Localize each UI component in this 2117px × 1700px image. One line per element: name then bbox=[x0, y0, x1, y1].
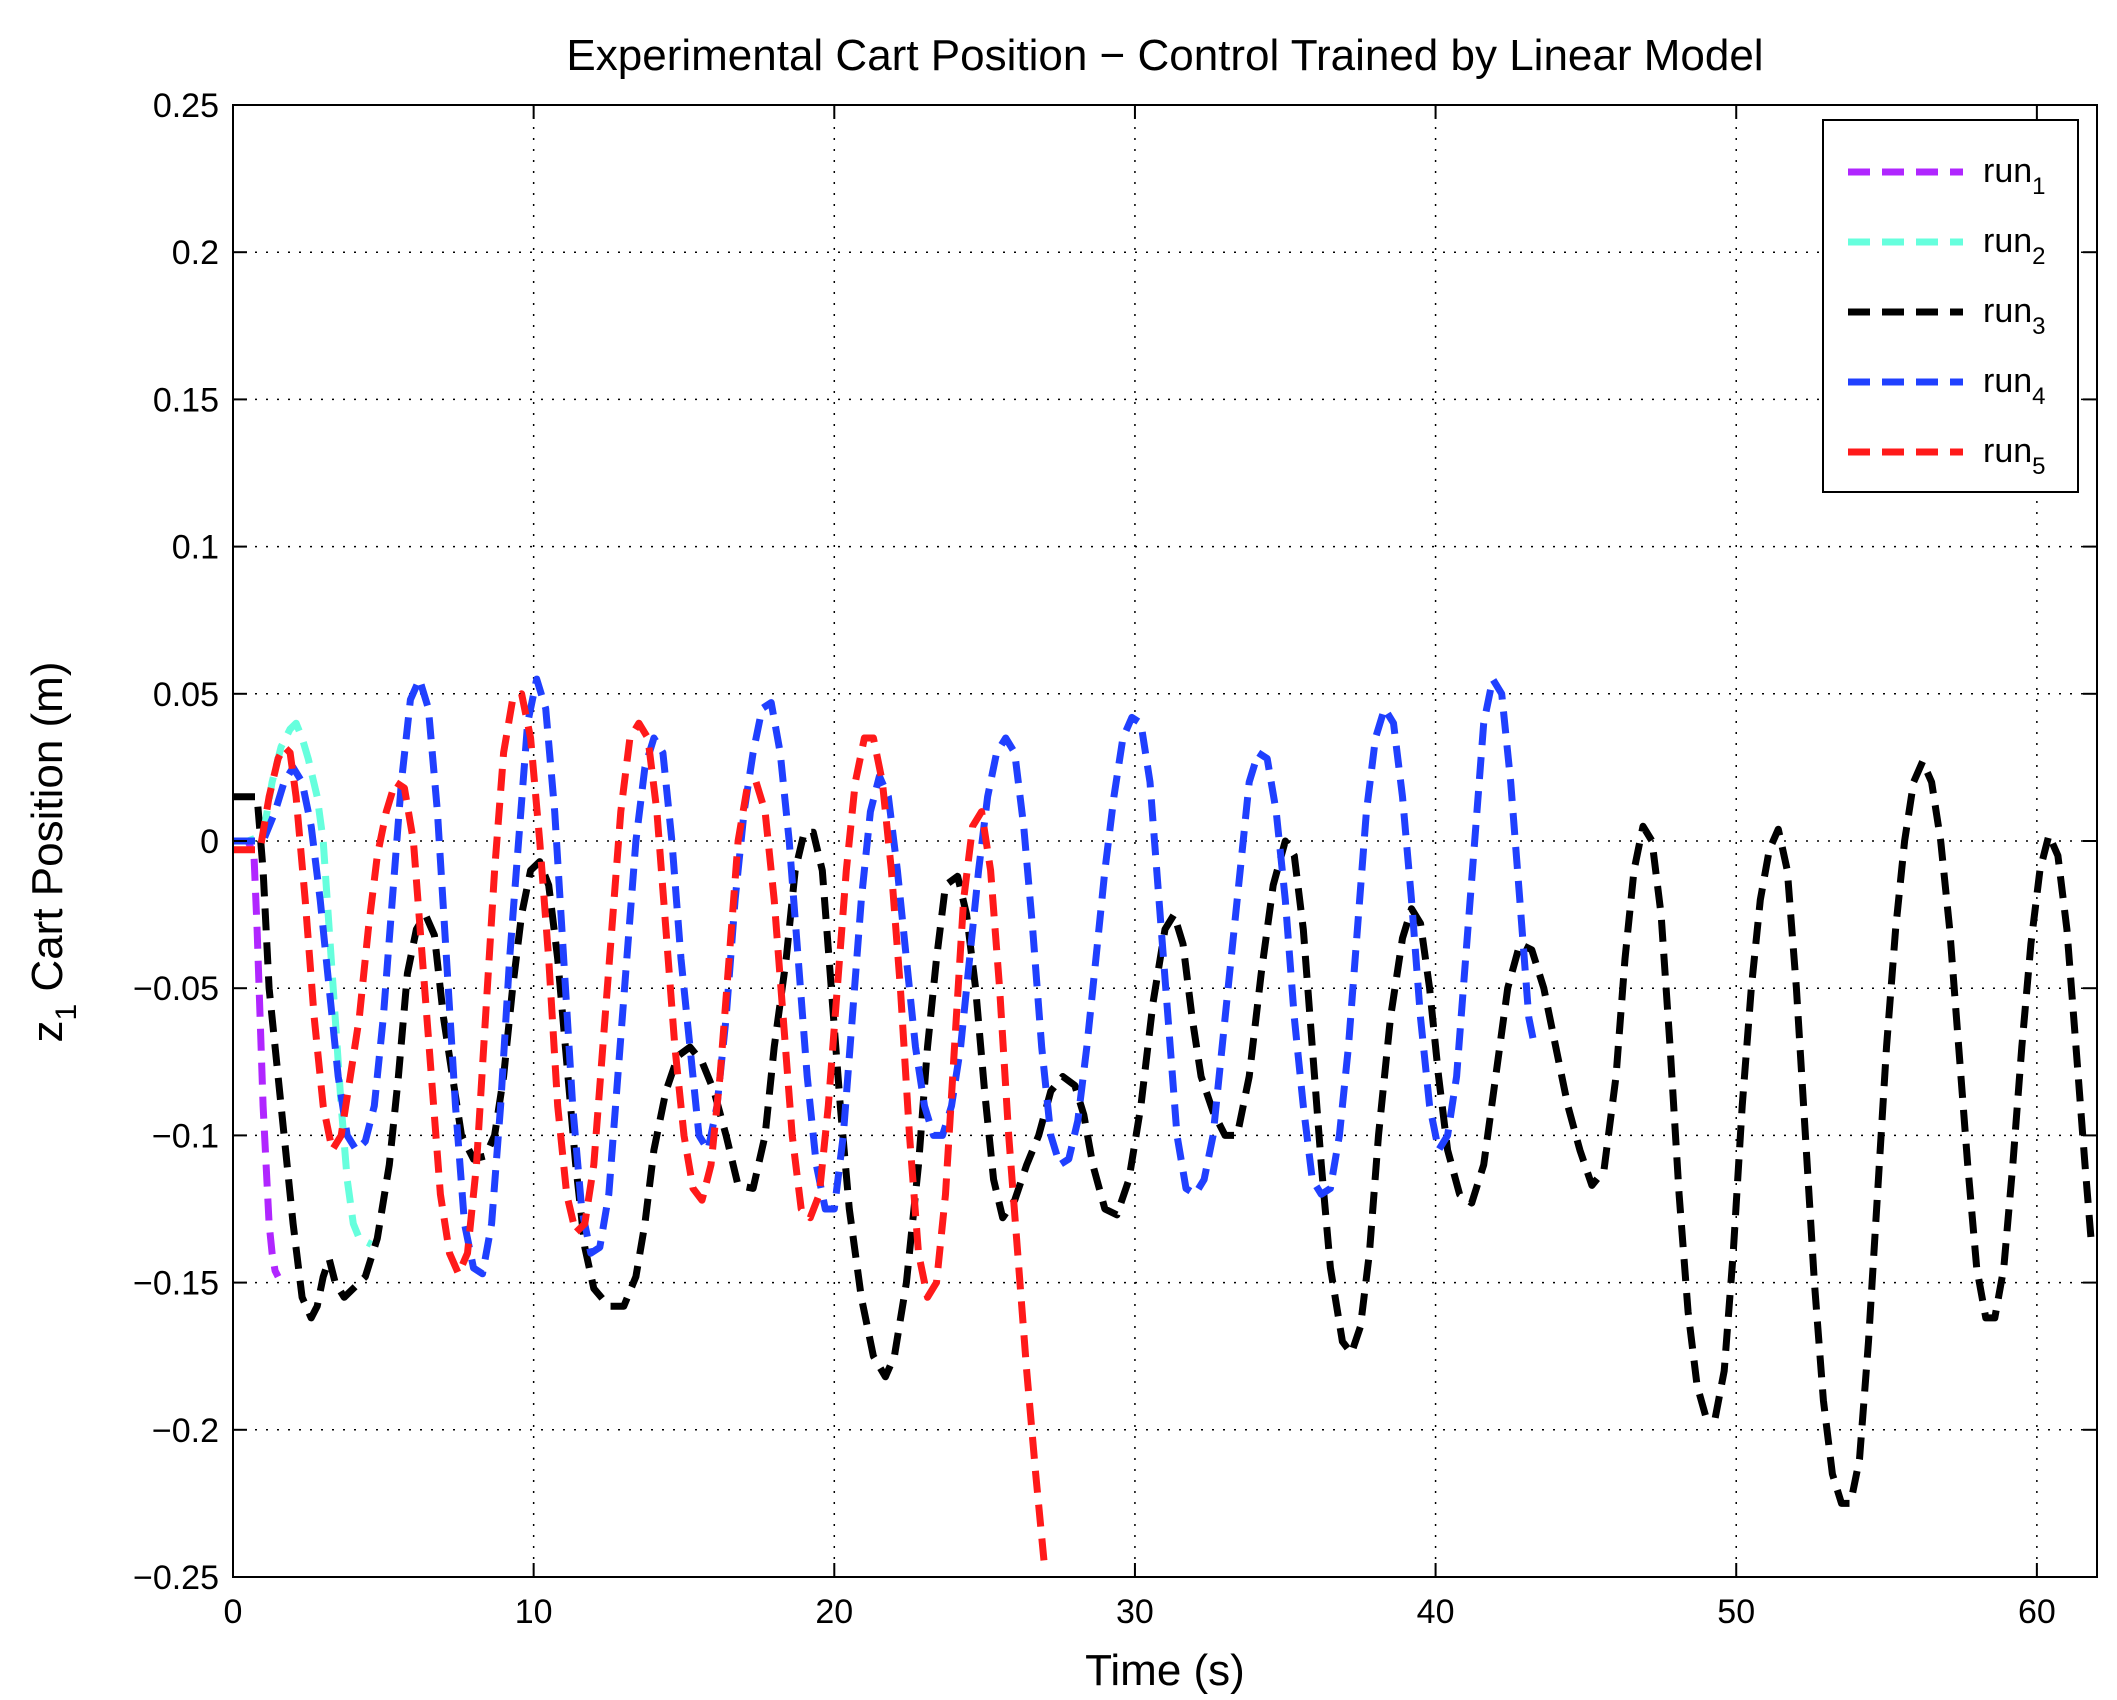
legend-item-run1: run1 bbox=[1848, 152, 2046, 200]
legend-label-sub: 3 bbox=[2032, 313, 2045, 340]
legend-label-name: run bbox=[1983, 362, 2032, 400]
x-tick-label: 60 bbox=[2018, 1593, 2056, 1631]
y-tick-label: 0.25 bbox=[153, 87, 219, 125]
legend-label-name: run bbox=[1983, 292, 2032, 330]
legend-label-sub: 1 bbox=[2032, 173, 2045, 200]
y-tick-label: 0.1 bbox=[172, 529, 219, 567]
legend-label: run4 bbox=[1983, 362, 2046, 410]
y-tick-label: −0.15 bbox=[133, 1265, 219, 1303]
legend-label: run2 bbox=[1983, 222, 2046, 270]
x-tick-label: 40 bbox=[1417, 1593, 1455, 1631]
y-axis-label: z1 Cart Position (m) bbox=[23, 662, 83, 1043]
legend-label-sub: 5 bbox=[2032, 453, 2045, 480]
y-axis-label-rest: Cart Position (m) bbox=[23, 662, 72, 1004]
y-tick-label: 0 bbox=[200, 823, 219, 861]
series-lines bbox=[233, 675, 2095, 1569]
series-line-run4 bbox=[233, 675, 1539, 1278]
x-tick-label: 0 bbox=[224, 1593, 243, 1631]
axis-ticks: 0 10 20 30 40 50 60 −0.25 −0.2 −0.15 −0.1 −0.05 0 0.0… bbox=[133, 87, 2097, 1631]
y-tick-label: 0.05 bbox=[153, 676, 219, 714]
y-tick-label: −0.2 bbox=[152, 1412, 219, 1450]
legend-label-sub: 4 bbox=[2032, 383, 2045, 410]
y-tick-label: −0.1 bbox=[152, 1117, 219, 1155]
y-tick-label: −0.25 bbox=[133, 1559, 219, 1597]
series-line-run1 bbox=[233, 837, 282, 1279]
x-tick-label: 10 bbox=[515, 1593, 553, 1631]
legend-item-run2: run2 bbox=[1848, 222, 2046, 270]
legend-box bbox=[1822, 119, 2079, 493]
legend-label: run1 bbox=[1983, 152, 2046, 200]
legend-item-run4: run4 bbox=[1848, 362, 2046, 410]
y-tick-label: 0.15 bbox=[153, 381, 219, 419]
y-tick-label: −0.05 bbox=[133, 970, 219, 1008]
x-tick-label: 50 bbox=[1717, 1593, 1755, 1631]
chart-title: Experimental Cart Position − Control Tra… bbox=[566, 31, 1763, 80]
x-tick-label: 30 bbox=[1116, 1593, 1154, 1631]
legend-label: run5 bbox=[1983, 432, 2046, 480]
legend-label-name: run bbox=[1983, 222, 2032, 260]
series-line-run5 bbox=[233, 690, 1049, 1569]
legend-label-name: run bbox=[1983, 432, 2032, 470]
legend-item-run5: run5 bbox=[1848, 432, 2046, 480]
series-line-run3 bbox=[233, 758, 2095, 1507]
y-tick-label: 0.2 bbox=[172, 234, 219, 272]
series-layer bbox=[233, 675, 2095, 1569]
legend-item-run3: run3 bbox=[1848, 292, 2046, 340]
y-axis-label-var: z bbox=[23, 1020, 72, 1042]
legend-label-name: run bbox=[1983, 152, 2032, 190]
legend-label-sub: 2 bbox=[2032, 243, 2045, 270]
y-axis-label-sub: 1 bbox=[50, 1004, 83, 1021]
legend-label: run3 bbox=[1983, 292, 2046, 340]
x-axis-label: Time (s) bbox=[1085, 1646, 1245, 1695]
x-tick-label: 20 bbox=[815, 1593, 853, 1631]
